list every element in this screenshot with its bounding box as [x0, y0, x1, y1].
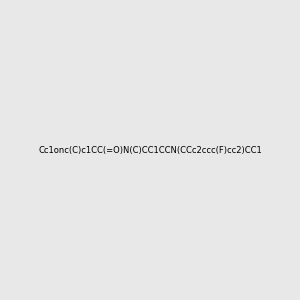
Text: Cc1onc(C)c1CC(=O)N(C)CC1CCN(CCc2ccc(F)cc2)CC1: Cc1onc(C)c1CC(=O)N(C)CC1CCN(CCc2ccc(F)cc… — [38, 146, 262, 154]
